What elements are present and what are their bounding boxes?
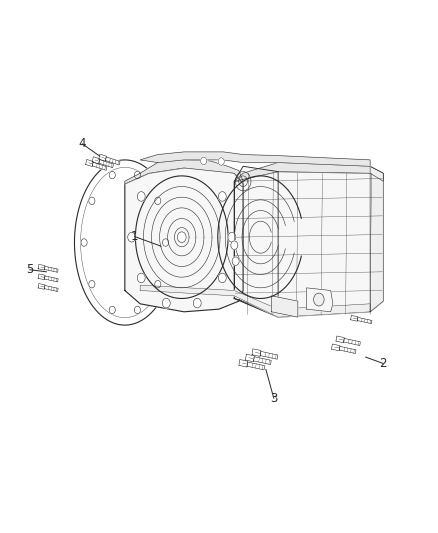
Polygon shape: [92, 162, 107, 171]
Circle shape: [219, 192, 226, 201]
Polygon shape: [239, 359, 248, 367]
Polygon shape: [332, 344, 340, 351]
Text: 5: 5: [26, 263, 33, 276]
Circle shape: [109, 172, 115, 179]
Polygon shape: [92, 157, 100, 164]
Circle shape: [162, 298, 170, 308]
Circle shape: [128, 232, 136, 242]
Polygon shape: [38, 284, 45, 289]
Circle shape: [219, 273, 226, 282]
Polygon shape: [339, 346, 356, 353]
Polygon shape: [45, 266, 58, 272]
Circle shape: [218, 158, 224, 165]
Circle shape: [109, 306, 115, 313]
Circle shape: [89, 280, 95, 288]
Polygon shape: [260, 351, 278, 359]
Polygon shape: [252, 349, 261, 357]
Polygon shape: [140, 285, 370, 317]
Circle shape: [134, 172, 141, 179]
Polygon shape: [344, 338, 360, 345]
Polygon shape: [357, 318, 372, 324]
Polygon shape: [99, 154, 106, 161]
Circle shape: [81, 239, 87, 246]
Polygon shape: [106, 157, 120, 165]
Polygon shape: [45, 286, 58, 292]
Polygon shape: [234, 172, 383, 317]
Polygon shape: [125, 160, 243, 184]
Polygon shape: [234, 166, 278, 317]
Polygon shape: [38, 274, 45, 280]
Polygon shape: [247, 362, 265, 370]
Circle shape: [232, 257, 239, 265]
Circle shape: [228, 232, 236, 242]
Polygon shape: [336, 336, 344, 343]
Circle shape: [193, 298, 201, 308]
Circle shape: [231, 241, 238, 249]
Polygon shape: [86, 159, 93, 166]
Circle shape: [134, 306, 141, 313]
Circle shape: [137, 273, 145, 282]
Text: 3: 3: [270, 392, 277, 405]
Polygon shape: [307, 288, 333, 312]
Circle shape: [155, 197, 161, 205]
Polygon shape: [74, 160, 175, 325]
Polygon shape: [99, 159, 113, 168]
Polygon shape: [351, 316, 358, 321]
Polygon shape: [245, 354, 254, 362]
Circle shape: [177, 232, 186, 243]
Circle shape: [89, 197, 95, 205]
Circle shape: [162, 239, 169, 246]
Text: 1: 1: [131, 230, 139, 243]
Polygon shape: [370, 166, 383, 312]
Polygon shape: [254, 357, 271, 365]
Text: 2: 2: [379, 357, 387, 370]
Polygon shape: [234, 163, 383, 181]
Text: 4: 4: [78, 138, 86, 150]
Circle shape: [201, 157, 207, 165]
Circle shape: [314, 293, 324, 306]
Polygon shape: [125, 168, 243, 312]
Polygon shape: [272, 296, 298, 317]
Circle shape: [137, 192, 145, 201]
Polygon shape: [140, 152, 370, 166]
Polygon shape: [45, 276, 58, 282]
Polygon shape: [38, 264, 45, 270]
Circle shape: [155, 280, 161, 288]
